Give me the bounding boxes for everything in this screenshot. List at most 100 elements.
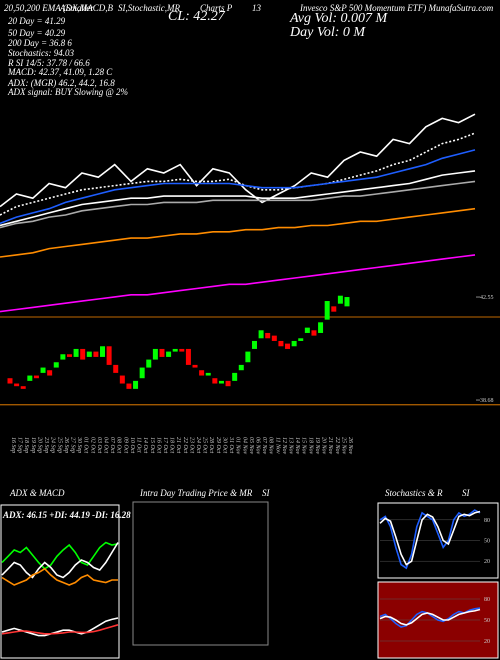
candle (265, 332, 271, 339)
info-text: MACD: 42.37, 41.09, 1.28 C (7, 67, 113, 77)
series-line (0, 207, 476, 258)
header-text: Invesco S&P 500 Momentum ETF) MunafaSutr… (299, 3, 494, 13)
candle (133, 380, 139, 389)
date-label: 06 Nov (254, 437, 260, 455)
date-label: 08 Nov (268, 437, 274, 455)
candle (212, 378, 218, 384)
date-label: 20 Nov (321, 437, 327, 455)
y-tick-label: 38.68 (480, 398, 494, 404)
close-price: CL: 42.27 (168, 9, 226, 24)
candle (278, 340, 284, 347)
y-tick-label: 20 (484, 559, 490, 565)
date-label: 18 Sep (23, 437, 29, 453)
candle (245, 351, 251, 363)
candle (205, 372, 211, 376)
date-label: 11 Oct (136, 437, 142, 453)
candle (331, 306, 337, 312)
date-label: 22 Nov (334, 437, 340, 455)
info-text: 200 Day = 36.8 6 (8, 38, 72, 48)
day-volume: Day Vol: 0 M (289, 25, 366, 40)
candle (172, 348, 178, 352)
info-text: ADX signal: BUY Slowing @ 2% (7, 87, 128, 97)
date-label: 29 Oct (215, 437, 221, 453)
intraday-panel (132, 501, 269, 646)
date-label: 05 Nov (248, 437, 254, 455)
series-line (1, 624, 119, 635)
candle (318, 322, 324, 333)
date-label: 26 Nov (347, 437, 353, 455)
date-label: 30 Sep (76, 436, 82, 453)
candle (14, 383, 20, 387)
date-label: 21 Nov (327, 437, 333, 455)
candle (238, 364, 244, 371)
candle (47, 370, 53, 376)
series-line (0, 180, 476, 229)
date-label: 21 Oct (175, 437, 181, 453)
panel-title: SI (262, 488, 271, 498)
date-label: 11 Nov (274, 437, 280, 454)
date-label: 19 Nov (314, 437, 320, 455)
info-text: 20 Day = 41.29 (8, 16, 66, 26)
candle (232, 372, 238, 381)
date-label: 07 Oct (109, 437, 115, 453)
candle (185, 348, 191, 365)
header-text: Charts P (200, 3, 233, 13)
date-label: 15 Nov (301, 437, 307, 455)
candle (113, 364, 119, 373)
candle (73, 348, 79, 357)
date-label: 12 Nov (281, 437, 287, 455)
date-label: 30 Oct (221, 436, 227, 453)
candle (146, 359, 152, 368)
header-text: 13 (252, 3, 262, 13)
date-label: 17 Oct (162, 437, 168, 453)
date-label: 25 Sep (56, 437, 62, 453)
candle (40, 367, 46, 373)
date-label: 26 Sep (63, 437, 69, 453)
y-tick-label: 42.55 (480, 295, 494, 301)
candle (298, 338, 304, 341)
adx-panel (0, 504, 120, 659)
y-tick-label: 50 (484, 618, 490, 624)
candle (139, 367, 145, 379)
series-line (1, 542, 119, 579)
candle (311, 330, 317, 336)
y-tick-label: 80 (484, 597, 490, 603)
date-label: 19 Sep (30, 437, 36, 453)
candle (20, 386, 26, 389)
header-text: ADX,MACD,B (59, 3, 113, 13)
series-line (0, 113, 476, 208)
candle (100, 346, 106, 357)
series-line (0, 254, 476, 313)
candle (7, 378, 13, 384)
candle (80, 348, 86, 360)
adx-values: ADX: 46.15 +DI: 44.19 -DI: 16.28 (2, 510, 131, 520)
series-line (0, 132, 476, 216)
candle (271, 335, 277, 341)
candle (119, 375, 125, 384)
header-text: 20,50,200 EMA (Smaller (4, 3, 94, 13)
date-label: 07 Nov (261, 437, 267, 455)
candle (285, 343, 291, 349)
date-label: 08 Oct (116, 437, 122, 453)
date-label: 14 Nov (294, 437, 301, 455)
header-text: SI,Stochastic,MR (118, 3, 180, 13)
panel-title: ADX & MACD (9, 488, 65, 498)
candle (93, 351, 99, 357)
candle (27, 375, 33, 381)
date-label: 03 Oct (96, 437, 102, 453)
date-label: 14 Oct (142, 437, 149, 453)
candle (225, 380, 231, 387)
date-label: 27 Sep (69, 437, 75, 453)
candle (106, 346, 112, 365)
candle (33, 375, 39, 379)
candle (218, 380, 224, 384)
y-tick-label: 50 (484, 539, 490, 545)
date-label: 16 Oct (155, 437, 161, 453)
date-label: 24 Sep (50, 437, 57, 453)
candle (159, 348, 165, 357)
date-label: 15 Oct (149, 437, 155, 453)
date-label: 25 Oct (202, 437, 208, 453)
info-text: 50 Day = 40.29 (8, 28, 66, 38)
candle (179, 348, 185, 352)
